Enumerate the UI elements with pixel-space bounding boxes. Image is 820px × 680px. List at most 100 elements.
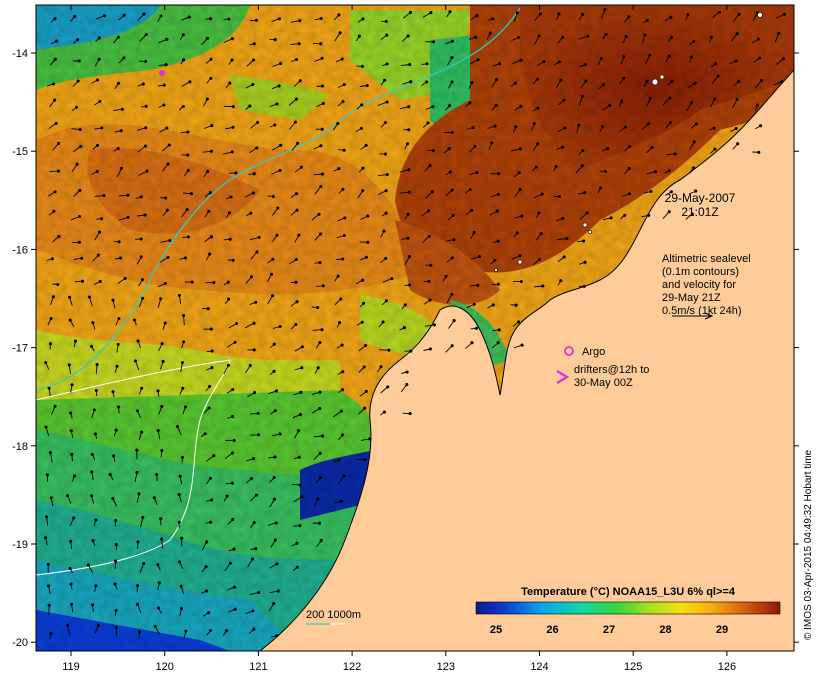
velocity-vector-head bbox=[756, 37, 761, 41]
velocity-vector-head bbox=[139, 237, 143, 241]
velocity-vector-head bbox=[209, 76, 213, 80]
velocity-vector-head bbox=[142, 561, 146, 566]
velocity-vector-head bbox=[295, 300, 299, 304]
velocity-vector-head bbox=[653, 170, 658, 174]
velocity-vector-head bbox=[450, 344, 454, 348]
velocity-vector-head bbox=[517, 171, 521, 175]
velocity-vector-head bbox=[490, 141, 494, 145]
velocity-vector-head bbox=[364, 255, 368, 259]
isobath-label: 200 1000m bbox=[306, 609, 361, 621]
velocity-vector-head bbox=[429, 263, 433, 267]
velocity-vector-head bbox=[468, 187, 472, 192]
velocity-vector bbox=[382, 278, 392, 283]
velocity-vector bbox=[575, 165, 583, 174]
velocity-vector-head bbox=[160, 404, 164, 408]
velocity-vector-head bbox=[278, 324, 282, 329]
velocity-vector-head bbox=[156, 389, 160, 393]
velocity-vector-head bbox=[298, 79, 302, 83]
velocity-vector-head bbox=[472, 302, 476, 306]
velocity-vector-head bbox=[713, 97, 717, 101]
velocity-vector bbox=[662, 211, 670, 220]
velocity-vector bbox=[72, 146, 82, 153]
velocity-vector-head bbox=[141, 82, 145, 86]
velocity-vector-head bbox=[227, 211, 231, 215]
velocity-vector-head bbox=[209, 327, 213, 331]
velocity-vector-head bbox=[231, 258, 235, 262]
velocity-vector-head bbox=[255, 250, 259, 254]
velocity-vector-head bbox=[385, 33, 389, 37]
velocity-vector-head bbox=[519, 58, 523, 62]
velocity-vector-head bbox=[144, 126, 148, 130]
velocity-vector-head bbox=[78, 188, 82, 192]
velocity-vector-head bbox=[159, 297, 163, 301]
velocity-vector-head bbox=[361, 189, 365, 193]
velocity-vector-head bbox=[95, 169, 99, 174]
velocity-vector-head bbox=[300, 495, 304, 499]
velocity-vector bbox=[88, 296, 93, 307]
velocity-vector-head bbox=[228, 81, 232, 85]
velocity-vector-head bbox=[111, 390, 115, 394]
velocity-vector-head bbox=[230, 58, 234, 62]
velocity-vector-head bbox=[343, 216, 347, 220]
velocity-vector-head bbox=[47, 603, 51, 607]
velocity-vector bbox=[161, 538, 164, 549]
velocity-vector-head bbox=[256, 120, 260, 124]
velocity-vector-head bbox=[232, 547, 236, 551]
velocity-vector-head bbox=[673, 152, 677, 156]
velocity-vector-head bbox=[79, 144, 83, 148]
velocity-vector-head bbox=[113, 582, 117, 586]
velocity-vector-head bbox=[272, 497, 277, 501]
velocity-vector-head bbox=[384, 211, 388, 215]
velocity-vector-head bbox=[45, 473, 49, 477]
velocity-vector-head bbox=[231, 387, 235, 392]
velocity-vector-head bbox=[689, 101, 694, 105]
velocity-vector-head bbox=[186, 153, 190, 157]
velocity-vector-head bbox=[90, 470, 94, 474]
velocity-vector-head bbox=[540, 192, 544, 196]
velocity-vector bbox=[380, 386, 388, 394]
velocity-vector-head bbox=[248, 364, 252, 368]
velocity-vector-head bbox=[230, 481, 234, 485]
velocity-vector-head bbox=[97, 57, 101, 61]
velocity-vector-head bbox=[321, 101, 325, 105]
velocity-vector bbox=[138, 170, 148, 176]
colorbar-ticks: 25 26 27 28 29 bbox=[490, 624, 728, 636]
velocity-vector-head bbox=[298, 19, 302, 23]
velocity-vector-head bbox=[515, 231, 519, 235]
velocity-vector-head bbox=[135, 602, 140, 606]
velocity-vector-head bbox=[667, 169, 671, 173]
velocity-vector-head bbox=[231, 517, 235, 521]
velocity-vector-head bbox=[407, 168, 411, 172]
velocity-vector-head bbox=[56, 169, 61, 173]
velocity-vector-head bbox=[300, 366, 304, 370]
argo-float-marker bbox=[159, 70, 165, 76]
velocity-vector bbox=[534, 35, 540, 45]
velocity-vector-head bbox=[144, 104, 148, 108]
velocity-vector-head bbox=[541, 284, 545, 288]
velocity-vector-head bbox=[383, 78, 387, 82]
velocity-vector-head bbox=[273, 409, 277, 413]
velocity-vector bbox=[579, 212, 588, 220]
velocity-vector-head bbox=[144, 32, 148, 37]
velocity-vector-head bbox=[136, 584, 140, 588]
velocity-vector bbox=[226, 341, 236, 348]
velocity-vector-head bbox=[249, 211, 253, 215]
velocity-vector-head bbox=[645, 79, 649, 83]
velocity-vector-head bbox=[272, 475, 276, 480]
velocity-vector-head bbox=[431, 149, 435, 153]
velocity-vector-head bbox=[77, 214, 81, 219]
velocity-vector bbox=[311, 408, 321, 414]
velocity-vector-head bbox=[275, 233, 279, 237]
plot-area bbox=[36, 5, 794, 651]
velocity-vector-head bbox=[759, 124, 763, 128]
velocity-vector-head bbox=[405, 370, 409, 374]
velocity-vector-head bbox=[272, 601, 276, 606]
velocity-vector-head bbox=[86, 563, 90, 567]
velocity-vector-head bbox=[91, 539, 95, 543]
velocity-vector-head bbox=[91, 321, 95, 325]
velocity-vector-head bbox=[319, 16, 323, 21]
velocity-vector-head bbox=[53, 404, 57, 408]
velocity-vector-head bbox=[427, 234, 431, 238]
velocity-vector-head bbox=[205, 589, 209, 593]
velocity-vector-head bbox=[494, 103, 498, 107]
